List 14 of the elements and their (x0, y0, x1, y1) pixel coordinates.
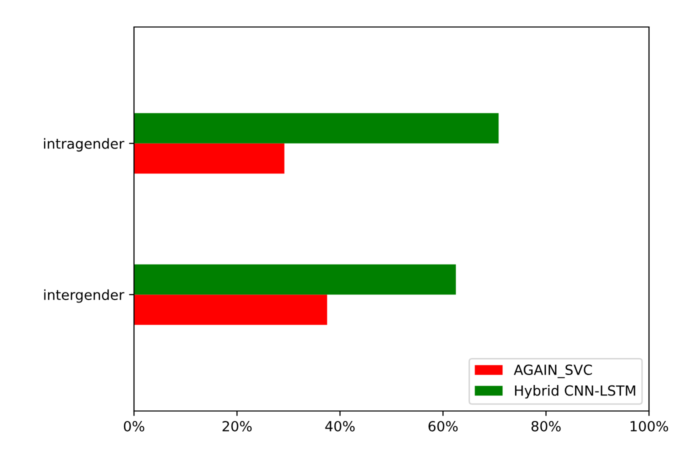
bar (134, 113, 499, 144)
x-tick-label: 80% (532, 420, 561, 432)
x-tick-label: 20% (222, 420, 252, 432)
bar (134, 264, 456, 295)
x-tick-label: 60% (428, 420, 458, 432)
x-tick-label: 40% (325, 420, 355, 432)
x-tick-label: 0% (124, 420, 144, 432)
legend-label: AGAIN_SVC (514, 364, 592, 378)
x-tick-label: 100% (630, 420, 668, 432)
y-tick-label: intragender (44, 138, 124, 152)
y-tick-label: intergender (44, 289, 124, 303)
bar (134, 143, 284, 174)
legend-label: Hybrid CNN-LSTM (515, 385, 636, 398)
bar (134, 294, 328, 325)
